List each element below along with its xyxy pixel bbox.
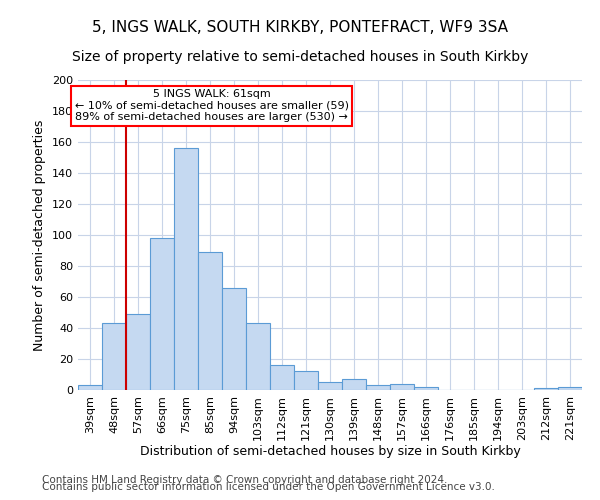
Bar xyxy=(366,386,390,390)
Bar xyxy=(390,384,414,390)
Bar xyxy=(150,238,174,390)
Text: Contains HM Land Registry data © Crown copyright and database right 2024.: Contains HM Land Registry data © Crown c… xyxy=(42,475,448,485)
Bar xyxy=(174,148,198,390)
Y-axis label: Number of semi-detached properties: Number of semi-detached properties xyxy=(34,120,46,350)
Bar xyxy=(318,382,342,390)
Bar xyxy=(246,324,270,390)
Text: Size of property relative to semi-detached houses in South Kirkby: Size of property relative to semi-detach… xyxy=(72,50,528,64)
Bar xyxy=(558,387,582,390)
Bar xyxy=(270,365,294,390)
Bar xyxy=(294,372,318,390)
Bar xyxy=(534,388,558,390)
X-axis label: Distribution of semi-detached houses by size in South Kirkby: Distribution of semi-detached houses by … xyxy=(140,446,520,458)
Bar xyxy=(126,314,150,390)
Text: 5 INGS WALK: 61sqm
← 10% of semi-detached houses are smaller (59)
89% of semi-de: 5 INGS WALK: 61sqm ← 10% of semi-detache… xyxy=(74,90,349,122)
Bar xyxy=(342,379,366,390)
Text: Contains public sector information licensed under the Open Government Licence v3: Contains public sector information licen… xyxy=(42,482,495,492)
Bar xyxy=(222,288,246,390)
Bar xyxy=(102,324,126,390)
Text: 5, INGS WALK, SOUTH KIRKBY, PONTEFRACT, WF9 3SA: 5, INGS WALK, SOUTH KIRKBY, PONTEFRACT, … xyxy=(92,20,508,35)
Bar xyxy=(78,386,102,390)
Bar xyxy=(414,387,438,390)
Bar xyxy=(198,252,222,390)
